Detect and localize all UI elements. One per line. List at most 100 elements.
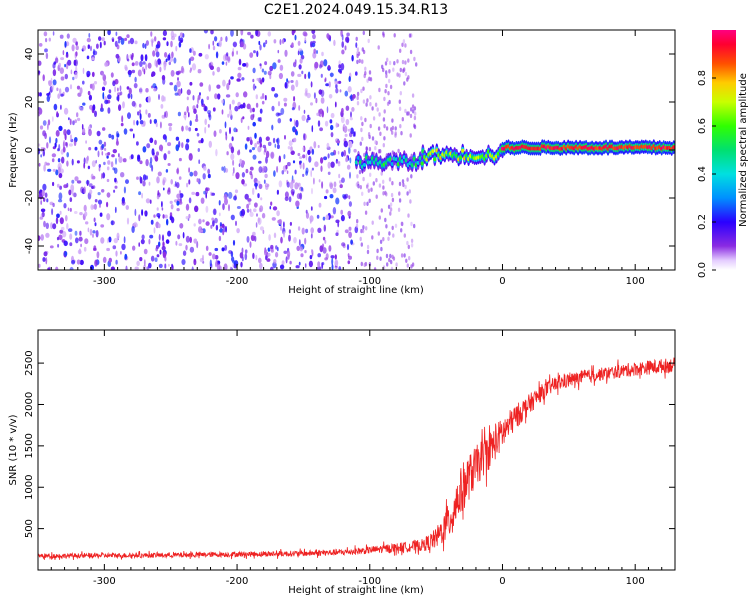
spectrogram-noise-cell [264, 146, 267, 153]
spectrogram-noise-cell [304, 37, 307, 43]
spectrogram-fringe-cell [398, 191, 401, 196]
spectrogram-noise-cell [290, 150, 295, 155]
spectrogram-noise-cell [305, 167, 309, 174]
spectrogram-fringe-cell [368, 70, 372, 75]
spectrogram-noise-cell [226, 83, 230, 91]
spectrogram-noise-cell [152, 50, 156, 57]
spectrogram-noise-cell [293, 96, 296, 102]
spectrogram-noise-cell [230, 76, 234, 80]
spectrogram-noise-cell [308, 260, 313, 268]
spectrogram-noise-cell [188, 153, 193, 161]
spectrogram-noise-cell [107, 160, 111, 165]
spectrogram-noise-cell [163, 153, 167, 161]
spectrogram-noise-cell [72, 76, 75, 81]
spectrogram-noise-cell [94, 146, 98, 151]
spectrogram-noise-cell [217, 93, 221, 100]
spectrogram-noise-cell [147, 62, 152, 69]
spectrogram-noise-cell [302, 173, 305, 177]
spectrogram-noise-cell [301, 70, 304, 75]
spectrogram-noise-cell [350, 239, 353, 245]
spectrogram-noise-cell [330, 215, 334, 219]
spectrogram-noise-cell [273, 232, 277, 239]
spectrogram-noise-cell [133, 119, 136, 126]
spectrogram-noise-cell [338, 64, 342, 69]
spectrogram-noise-cell [42, 149, 45, 157]
spectrogram-noise-cell [167, 54, 171, 61]
spectrogram-noise-cell [331, 264, 334, 270]
spectrogram-noise-cell [283, 231, 286, 238]
spectrogram-noise-cell [38, 60, 42, 66]
spectrogram-fringe-cell [392, 256, 396, 261]
spectrogram-noise-cell [121, 200, 126, 206]
spectrogram-noise-cell [142, 146, 147, 153]
spectrogram-noise-cell [220, 36, 223, 42]
spectrogram-noise-cell [275, 112, 280, 117]
spectrogram-noise-cell [131, 226, 135, 233]
spectrogram-noise-cell [188, 197, 192, 204]
spectrogram-noise-cell [112, 80, 116, 87]
spectrogram-noise-cell [189, 48, 192, 53]
spectrogram-fringe-cell [399, 91, 402, 96]
spectrogram-noise-cell [266, 258, 271, 262]
spectrogram-noise-cell [158, 223, 161, 229]
spectrogram-noise-cell [103, 80, 107, 86]
spectrogram-noise-cell [332, 207, 337, 215]
spectrogram-fringe-cell [413, 223, 416, 229]
spectrogram-fringe-cell [356, 95, 359, 101]
spectrogram-noise-cell [345, 105, 350, 111]
spectrogram-noise-cell [319, 64, 322, 69]
spectrogram-noise-cell [316, 112, 319, 117]
spectrogram-noise-cell [139, 61, 143, 67]
spectrogram-noise-cell [155, 44, 160, 49]
spectrogram-noise-cell [164, 111, 166, 118]
spectrogram-fringe-cell [378, 215, 381, 220]
spectrogram-noise-cell [255, 94, 258, 100]
spectrogram-noise-cell [185, 143, 190, 151]
spectrogram-noise-cell [68, 143, 73, 147]
spectrogram-noise-cell [74, 176, 79, 182]
spectrogram-noise-cell [218, 212, 221, 217]
spectrogram-noise-cell [40, 208, 46, 213]
spectrogram-noise-cell [117, 39, 121, 44]
y-tick-label: -20 [24, 190, 35, 206]
spectrogram-noise-cell [127, 58, 130, 62]
spectrogram-fringe-cell [410, 238, 414, 243]
spectrogram-noise-cell [237, 150, 241, 156]
spectrogram-y-axis-label: Frequency (Hz) [8, 112, 19, 188]
y-tick-label: 2500 [24, 350, 35, 375]
spectrogram-noise-cell [107, 94, 112, 100]
spectrogram-noise-cell [181, 142, 184, 149]
spectrogram-fringe-cell [359, 236, 362, 242]
spectrogram-noise-cell [194, 205, 199, 213]
spectrogram-noise-cell [138, 214, 141, 222]
spectrogram-noise-cell [298, 105, 301, 111]
spectrogram-noise-cell [173, 84, 178, 92]
spectrogram-noise-cell [118, 153, 120, 158]
spectrogram-noise-cell [165, 239, 170, 244]
spectrogram-fringe-cell [399, 67, 402, 73]
spectrogram-noise-cell [241, 172, 245, 178]
spectrogram-noise-cell [307, 149, 311, 156]
spectrogram-noise-cell [205, 192, 207, 199]
spectrogram-noise-cell [338, 266, 342, 270]
spectrogram-noise-cell [38, 235, 41, 241]
spectrogram-noise-cell [293, 237, 297, 244]
x-tick-label: -300 [93, 276, 116, 287]
spectrogram-noise-cell [348, 146, 351, 154]
spectrogram-fringe-cell [371, 106, 374, 111]
spectrogram-noise-cell [115, 140, 119, 146]
spectrogram-fringe-cell [361, 47, 364, 52]
spectrogram-noise-cell [343, 123, 346, 128]
spectrogram-noise-cell [161, 95, 165, 102]
spectrogram-noise-cell [80, 243, 82, 248]
spectrogram-noise-cell [145, 109, 148, 115]
spectrogram-noise-cell [209, 65, 214, 70]
spectrogram-noise-cell [150, 31, 153, 37]
spectrogram-noise-cell [298, 261, 301, 266]
spectrogram-noise-cell [316, 50, 318, 54]
spectrogram-noise-cell [78, 236, 83, 242]
spectrogram-noise-cell [335, 232, 339, 236]
spectrogram-noise-cell [249, 171, 253, 176]
spectrogram-noise-cell [55, 169, 59, 176]
spectrogram-noise-cell [311, 167, 314, 171]
